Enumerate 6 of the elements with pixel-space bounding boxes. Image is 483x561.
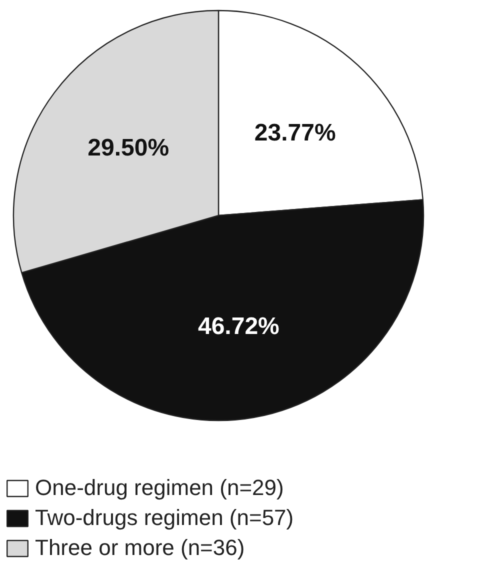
data-label: 46.72% (198, 312, 280, 340)
legend-label: One-drug regimen (n=29) (35, 475, 284, 501)
data-label: 23.77% (254, 119, 336, 146)
data-label: 29.50% (88, 134, 170, 162)
legend-label: Three or more (n=36) (35, 535, 245, 561)
legend-label: Two-drugs regimen (n=57) (35, 505, 294, 531)
